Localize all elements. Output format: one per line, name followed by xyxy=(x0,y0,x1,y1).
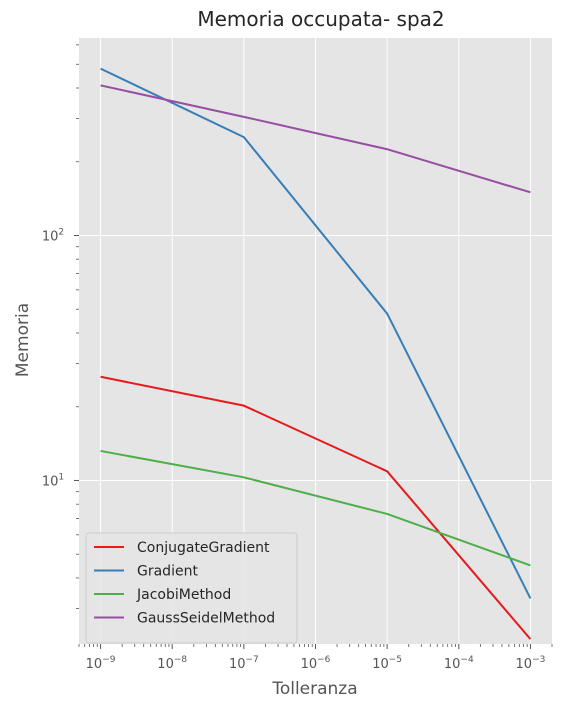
x-tick-label: 10−6 xyxy=(301,655,331,672)
y-tick-label: 102 xyxy=(42,227,64,244)
x-axis-ticks: 10−9 10−8 10−7 10−6 10−5 10−4 10−3 xyxy=(86,644,546,672)
x-tick-label: 10−4 xyxy=(444,655,474,672)
legend-label: Gradient xyxy=(137,564,198,580)
y-axis-label: Memoria xyxy=(13,303,33,377)
x-tick-label: 10−9 xyxy=(86,655,116,672)
x-tick-label: 10−7 xyxy=(229,655,259,672)
legend-label: JacobiMethod xyxy=(136,587,231,603)
series-line-conjugategradient xyxy=(100,375,532,640)
chart-title: Memoria occupata- spa2 xyxy=(197,7,444,31)
minor-ticks xyxy=(76,44,553,647)
series-lines xyxy=(100,67,532,640)
legend-box xyxy=(85,532,298,644)
series-line-jacobimethod xyxy=(100,449,531,567)
x-tick-label: 10−3 xyxy=(516,655,546,672)
y-tick-label: 101 xyxy=(42,472,64,489)
x-tick-label: 10−8 xyxy=(157,655,187,672)
series-line-gradient xyxy=(100,67,532,599)
x-axis-label: Tolleranza xyxy=(271,679,357,699)
legend-label: GaussSeidelMethod xyxy=(137,611,275,627)
legend-label: ConjugateGradient xyxy=(137,540,270,556)
grid xyxy=(79,38,552,644)
x-tick-label: 10−5 xyxy=(372,655,402,672)
legend: ConjugateGradient Gradient JacobiMethod Gau… xyxy=(85,532,298,644)
series-line-gaussseidelmethod xyxy=(100,84,531,194)
y-axis-ticks: 101 102 xyxy=(42,227,79,489)
